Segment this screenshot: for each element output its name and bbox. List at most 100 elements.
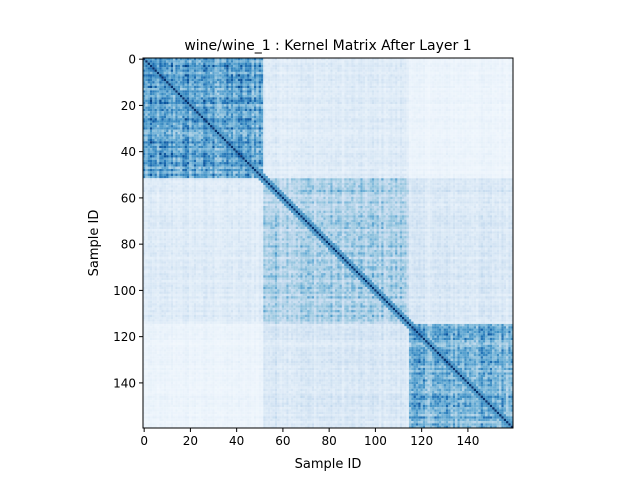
heatmap-cell — [214, 111, 218, 114]
heatmap-cell — [469, 69, 472, 72]
heatmap-cell — [501, 88, 504, 91]
heatmap-cell — [152, 76, 155, 79]
heatmap-cell — [506, 95, 509, 98]
heatmap-cell — [385, 81, 389, 84]
heatmap-cell — [432, 78, 435, 82]
heatmap-cell — [267, 69, 271, 72]
heatmap-cell — [240, 125, 243, 128]
heatmap-cell — [270, 122, 273, 126]
heatmap-cell — [388, 104, 391, 107]
heatmap-cell — [284, 127, 287, 130]
heatmap-cell — [420, 78, 423, 82]
heatmap-cell — [291, 113, 294, 116]
heatmap-cell — [459, 99, 463, 102]
heatmap-cell — [360, 90, 363, 93]
heatmap-cell — [492, 120, 495, 123]
heatmap-cell — [390, 62, 393, 65]
heatmap-cell — [177, 99, 181, 102]
heatmap-cell — [274, 64, 278, 68]
heatmap-cell — [418, 71, 421, 75]
heatmap-cell — [383, 113, 386, 116]
heatmap-cell — [321, 83, 324, 86]
heatmap-cell — [450, 88, 453, 91]
heatmap-cell — [279, 90, 282, 93]
heatmap-cell — [383, 111, 386, 114]
heatmap-cell — [482, 71, 486, 75]
heatmap-cell — [404, 101, 407, 105]
heatmap-cell — [149, 81, 153, 84]
heatmap-cell — [145, 97, 148, 100]
heatmap-cell — [325, 64, 329, 68]
heatmap-cell — [418, 97, 421, 100]
heatmap-cell — [441, 81, 444, 84]
heatmap-cell — [223, 111, 227, 114]
heatmap-cell — [371, 115, 375, 119]
heatmap-cell — [284, 92, 287, 96]
heatmap-cell — [404, 99, 407, 102]
heatmap-cell — [406, 88, 409, 91]
heatmap-cell — [501, 92, 504, 96]
heatmap-cell — [191, 90, 194, 93]
heatmap-cell — [168, 99, 171, 102]
heatmap-cell — [163, 64, 167, 68]
heatmap-cell — [318, 78, 322, 82]
heatmap-cell — [348, 106, 352, 109]
heatmap-cell — [212, 120, 215, 123]
heatmap-cell — [203, 74, 206, 77]
heatmap-cell — [434, 83, 437, 86]
heatmap-cell — [161, 88, 164, 91]
heatmap-cell — [314, 67, 317, 70]
heatmap-cell — [397, 106, 400, 109]
heatmap-cell — [240, 99, 243, 102]
heatmap-cell — [464, 76, 467, 79]
heatmap-cell — [149, 106, 153, 109]
heatmap-cell — [233, 90, 236, 93]
heatmap-cell — [489, 62, 493, 65]
heatmap-cell — [286, 83, 289, 86]
heatmap-cell — [362, 127, 366, 130]
heatmap-cell — [223, 69, 227, 72]
heatmap-cell — [228, 78, 231, 82]
heatmap-cell — [173, 78, 176, 82]
heatmap-cell — [182, 83, 185, 86]
heatmap-cell — [353, 99, 356, 102]
heatmap-cell — [168, 97, 171, 100]
heatmap-cell — [404, 127, 407, 130]
heatmap-cell — [388, 90, 391, 93]
heatmap-cell — [351, 74, 354, 77]
heatmap-cell — [281, 90, 285, 93]
heatmap-cell — [339, 106, 342, 109]
heatmap-cell — [487, 113, 490, 116]
heatmap-cell — [439, 125, 442, 128]
heatmap-cell — [147, 97, 150, 100]
heatmap-cell — [270, 125, 273, 128]
heatmap-cell — [427, 76, 430, 79]
heatmap-cell — [411, 74, 414, 77]
heatmap-cell — [272, 60, 275, 63]
heatmap-cell — [476, 122, 479, 126]
heatmap-cell — [408, 83, 412, 86]
heatmap-cell — [427, 118, 430, 121]
heatmap-cell — [358, 108, 361, 112]
heatmap-cell — [353, 64, 356, 68]
heatmap-cell — [256, 81, 259, 84]
heatmap-cell — [288, 62, 292, 65]
heatmap-cell — [267, 64, 271, 68]
heatmap-cell — [420, 69, 423, 72]
heatmap-cell — [383, 71, 386, 75]
heatmap-cell — [154, 115, 157, 119]
heatmap-cell — [180, 106, 183, 109]
heatmap-cell — [247, 88, 250, 91]
heatmap-cell — [353, 97, 356, 100]
heatmap-cell — [159, 97, 162, 100]
heatmap-cell — [214, 95, 218, 98]
heatmap-cell — [459, 90, 463, 93]
heatmap-cell — [237, 113, 241, 116]
heatmap-cell — [353, 111, 356, 114]
heatmap-cell — [489, 64, 493, 68]
heatmap-cell — [422, 118, 426, 121]
heatmap-cell — [337, 78, 340, 82]
heatmap-cell — [378, 83, 382, 86]
heatmap-cell — [328, 62, 331, 65]
heatmap-cell — [284, 69, 287, 72]
